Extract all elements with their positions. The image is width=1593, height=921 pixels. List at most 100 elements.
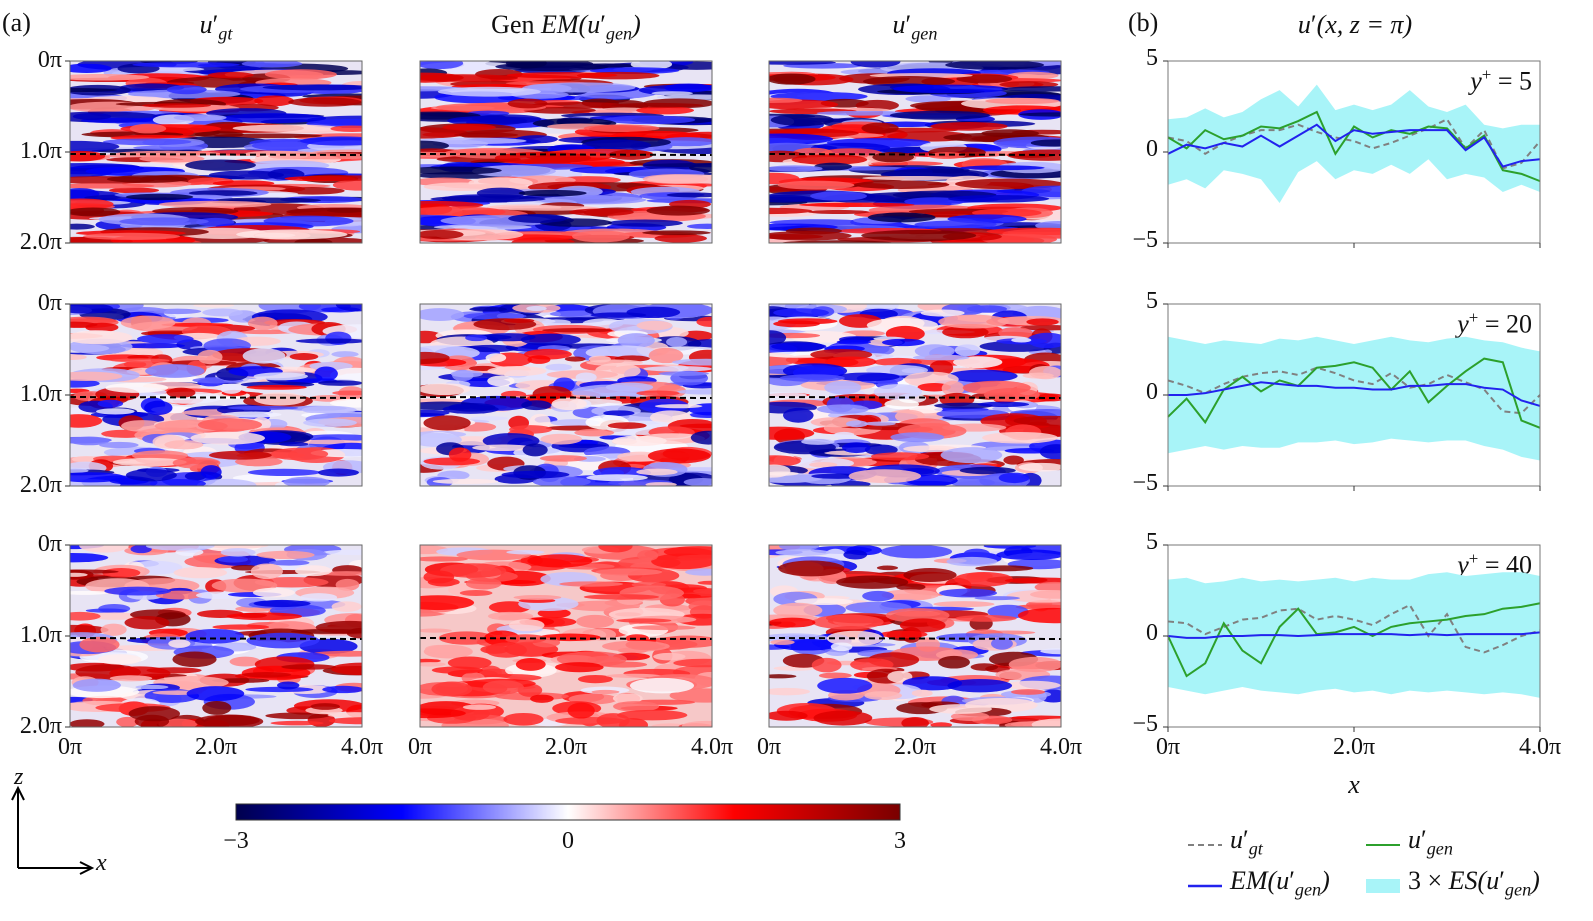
heatmap-streak xyxy=(70,472,126,483)
heatmap-streak xyxy=(322,685,362,694)
heatmap-streak xyxy=(470,416,508,421)
line-ytick: 0 xyxy=(1146,136,1158,162)
heatmap-streak xyxy=(1001,86,1061,92)
heatmap-streak xyxy=(120,343,186,349)
legend-es-swatch xyxy=(1366,879,1400,893)
heatmap-streak xyxy=(890,432,945,443)
heatmap-streak xyxy=(607,219,683,227)
heatmap-streak xyxy=(463,344,519,353)
heatmap-streak xyxy=(673,658,712,668)
heatmap-streak xyxy=(1030,590,1061,599)
heatmap-xtick: 0π xyxy=(57,734,83,760)
heatmap-streak xyxy=(983,545,1037,549)
heatmap-streak xyxy=(420,708,466,719)
heatmap-xtick: 4.0π xyxy=(1039,734,1083,760)
heatmap-streak xyxy=(241,61,303,68)
heatmap-streak xyxy=(1013,415,1061,426)
heatmap-streak xyxy=(420,308,465,321)
heatmap-streak xyxy=(577,674,613,684)
heatmap-streak xyxy=(830,642,853,652)
column-title-1: Gen EM(u′gen) xyxy=(491,10,641,44)
heatmap-streak xyxy=(166,387,196,398)
heatmap-streak xyxy=(655,635,712,648)
heatmap-streak xyxy=(108,187,160,194)
heatmap-streak xyxy=(541,319,571,326)
heatmap-streak xyxy=(611,102,704,108)
heatmap-streak xyxy=(303,418,357,428)
heatmap-streak xyxy=(881,338,925,347)
heatmap-streak xyxy=(277,681,300,690)
heatmap-streak xyxy=(636,468,678,476)
heatmap-streak xyxy=(332,390,362,396)
heatmap-streak xyxy=(125,468,177,482)
heatmap-streak xyxy=(106,175,188,183)
heatmap-streak xyxy=(603,410,635,416)
heatmap-frame xyxy=(419,303,713,487)
heatmap-streak xyxy=(335,304,362,312)
heatmap-streak xyxy=(1003,455,1024,465)
heatmap-streak xyxy=(246,632,320,649)
heatmap-streak xyxy=(575,372,597,383)
heatmap-streak xyxy=(281,664,337,670)
heatmap-streak xyxy=(769,392,808,399)
heatmap-streak xyxy=(771,342,827,351)
heatmap-streak xyxy=(876,565,899,571)
heatmap-ytick: 0π xyxy=(37,47,62,73)
heatmap-frame xyxy=(768,303,1062,487)
heatmap-streak xyxy=(133,145,203,151)
heatmap-streak xyxy=(892,84,1009,94)
heatmap-streak xyxy=(323,549,362,556)
z-equals-pi-dashed-line xyxy=(419,153,713,156)
heatmap-streak xyxy=(326,207,362,213)
heatmap-streak xyxy=(314,366,338,381)
line-ytick: −5 xyxy=(1132,227,1158,253)
gen-series-line xyxy=(1167,357,1541,429)
heatmap-streak xyxy=(948,195,1050,203)
heatmap-streak xyxy=(636,106,695,115)
heatmap-streak xyxy=(245,686,314,693)
heatmap-streak xyxy=(530,694,554,703)
heatmap-panel-r2-c1 xyxy=(419,544,713,728)
heatmap-streak xyxy=(184,471,207,481)
heatmap-streak xyxy=(236,229,348,240)
heatmap-streak xyxy=(1018,462,1061,472)
heatmap-streak xyxy=(420,351,450,364)
heatmap-streak xyxy=(846,420,868,428)
heatmap-streak xyxy=(779,374,845,382)
heatmap-streak xyxy=(130,545,152,554)
heatmap-streak xyxy=(221,113,327,124)
heatmap-streak xyxy=(1011,337,1032,343)
heatmap-streak xyxy=(70,150,106,162)
heatmap-streak xyxy=(423,570,455,584)
heatmap-streak xyxy=(666,192,712,198)
heatmap-streak xyxy=(469,306,508,312)
heatmap-streak xyxy=(775,549,831,556)
heatmap-streak xyxy=(246,384,307,390)
heatmap-streak xyxy=(217,556,249,563)
heatmap-streak xyxy=(70,379,100,388)
heatmap-streak xyxy=(158,200,272,208)
heatmap-streak xyxy=(769,172,800,185)
line-plot-title: u′(x, z = π) xyxy=(1297,10,1413,39)
heatmap-streak xyxy=(836,339,872,345)
heatmap-streak xyxy=(814,162,853,171)
heatmap-streak xyxy=(940,447,1003,464)
z-equals-pi-dashed-line xyxy=(768,153,1062,156)
heatmap-streak xyxy=(770,639,795,645)
heatmap-streak xyxy=(595,568,663,576)
heatmap-streak xyxy=(658,371,709,376)
heatmap-streak xyxy=(295,338,362,344)
heatmap-streak xyxy=(298,175,362,181)
heatmap-streak xyxy=(781,240,893,243)
heatmap-streak xyxy=(128,706,180,722)
heatmap-streak xyxy=(540,433,583,445)
heatmap-streak xyxy=(70,611,101,621)
heatmap-streak xyxy=(643,366,712,372)
heatmap-streak xyxy=(85,608,128,613)
heatmap-streak xyxy=(520,333,581,346)
heatmap-streak xyxy=(104,586,172,596)
gt-series-line xyxy=(1167,117,1541,170)
heatmap-streak xyxy=(769,133,833,145)
heatmap-streak xyxy=(581,139,651,152)
heatmap-streak xyxy=(227,405,299,410)
